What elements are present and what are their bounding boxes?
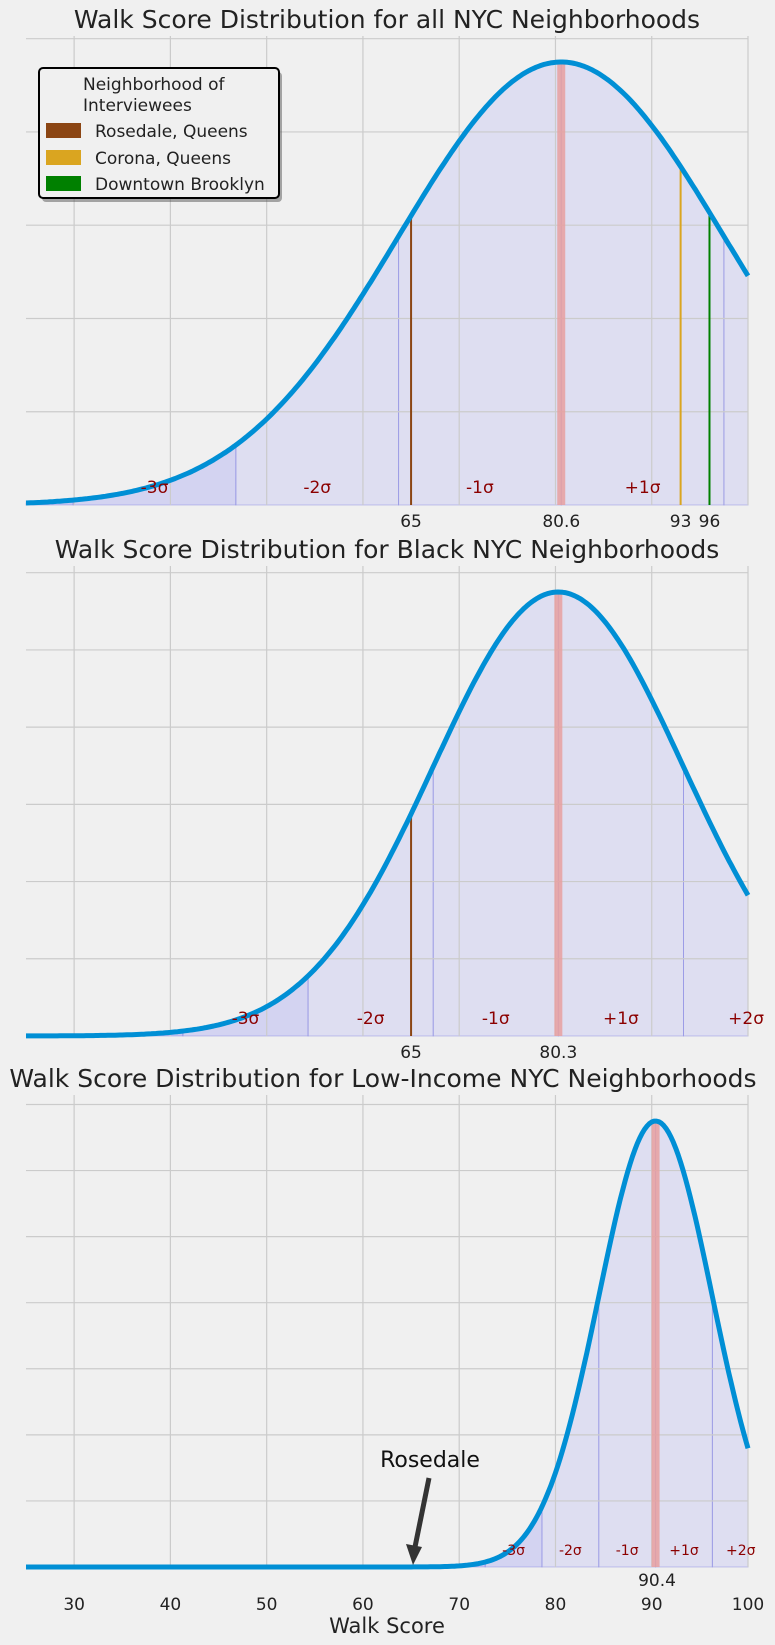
annotation-arrowhead — [406, 1544, 422, 1565]
x-tick-labels: 30 40 50 60 70 80 90 100 — [63, 1595, 764, 1615]
curve-line — [25, 1118, 751, 1570]
sigma-label: -3σ — [141, 478, 169, 498]
x-tick-label: 50 — [256, 1595, 278, 1615]
panel-all-nyc: -3σ -2σ -1σ +1σ 65 80.6 93 96 Walk Score Distr… — [25, 5, 751, 532]
x-tick-label: 90 — [641, 1595, 663, 1615]
sigma-label: -2σ — [357, 1009, 385, 1029]
sigma-labels: -3σ -2σ -1σ +1σ +2σ — [232, 1009, 765, 1029]
x-tick-labels: 65 80.3 — [400, 1043, 577, 1063]
curve-line — [25, 589, 751, 1039]
grid — [26, 566, 749, 1036]
panel-low-income: -3σ -2σ -1σ +1σ +2σ 30 40 50 60 70 80 90 100 Walk S… — [9, 1064, 764, 1638]
sigma-label: -2σ — [559, 1543, 582, 1559]
x-tick-label: 100 — [732, 1595, 764, 1615]
distribution-curve — [25, 59, 751, 506]
x-tick-labels: 65 80.6 93 96 — [400, 512, 720, 532]
sigma-label: -1σ — [616, 1543, 639, 1559]
legend-title-line-1: Neighborhood of — [83, 75, 226, 95]
sigma-labels: -3σ -2σ -1σ +1σ — [141, 478, 661, 498]
sigma-band — [655, 1120, 713, 1568]
grid — [26, 36, 749, 505]
x-tick-label: 80.3 — [539, 1043, 577, 1063]
legend-label-corona: Corona, Queens — [95, 149, 231, 169]
marker-lines — [410, 62, 711, 505]
distribution-curve — [25, 1118, 751, 1570]
sigma-labels: -3σ -2σ -1σ +1σ +2σ — [502, 1543, 755, 1559]
legend-frame — [38, 67, 280, 199]
sigma-label: -1σ — [482, 1009, 510, 1029]
x-tick-label: 65 — [400, 512, 422, 532]
x-tick-label: 70 — [448, 1595, 470, 1615]
sigma-label: +1σ — [625, 478, 661, 498]
sigma-bands — [57, 591, 749, 1037]
chart-title: Walk Score Distribution for Black NYC Ne… — [55, 535, 720, 564]
grid — [26, 1095, 749, 1567]
x-axis-label: Walk Score — [329, 1614, 445, 1638]
x-tick-label: 93 — [670, 512, 692, 532]
distribution-curve — [25, 589, 751, 1039]
legend-title-line-2: Interviewees — [83, 96, 192, 116]
rosedale-annotation: Rosedale — [380, 1448, 480, 1565]
sigma-label: +2σ — [728, 1009, 764, 1029]
legend-swatch-corona — [46, 150, 81, 165]
x-tick-label: 65 — [400, 1043, 422, 1063]
x-tick-label: 30 — [63, 1595, 85, 1615]
sigma-label: -3σ — [502, 1543, 525, 1559]
mean-label: 90.4 — [638, 1571, 676, 1591]
sigma-band — [598, 1120, 657, 1568]
sigma-band — [432, 591, 559, 1037]
sigma-label: +2σ — [726, 1543, 756, 1559]
sigma-label: +1σ — [603, 1009, 639, 1029]
panel-black-neighborhoods: -3σ -2σ -1σ +1σ +2σ 65 80.3 Walk Score Distri… — [25, 535, 765, 1063]
x-tick-label: 96 — [699, 512, 721, 532]
legend-label-rosedale: Rosedale, Queens — [95, 122, 248, 142]
legend: Neighborhood of Interviewees Rosedale, Q… — [38, 67, 282, 202]
sigma-band — [560, 61, 725, 506]
x-tick-label: 80.6 — [542, 512, 580, 532]
sigma-band — [557, 591, 685, 1037]
legend-swatch-rosedale — [46, 123, 81, 138]
legend-swatch-downtown-brooklyn — [46, 176, 81, 191]
sigma-band — [398, 61, 562, 506]
chart-title: Walk Score Distribution for all NYC Neig… — [74, 5, 700, 34]
annotation-text: Rosedale — [380, 1448, 480, 1473]
x-tick-label: 40 — [160, 1595, 182, 1615]
sigma-band — [723, 234, 749, 506]
chart-title: Walk Score Distribution for Low-Income N… — [9, 1064, 756, 1093]
annotation-arrow-shaft — [412, 1477, 432, 1548]
x-tick-label: 80 — [545, 1595, 567, 1615]
legend-label-downtown-brooklyn: Downtown Brooklyn — [95, 175, 265, 195]
sigma-label: -3σ — [232, 1009, 260, 1029]
x-tick-label: 60 — [352, 1595, 374, 1615]
sigma-band — [683, 766, 749, 1037]
marker-lines — [410, 592, 563, 1036]
sigma-label: -2σ — [303, 478, 331, 498]
sigma-label: +1σ — [669, 1543, 699, 1559]
curve-line — [25, 59, 751, 506]
sigma-label: -1σ — [466, 478, 494, 498]
